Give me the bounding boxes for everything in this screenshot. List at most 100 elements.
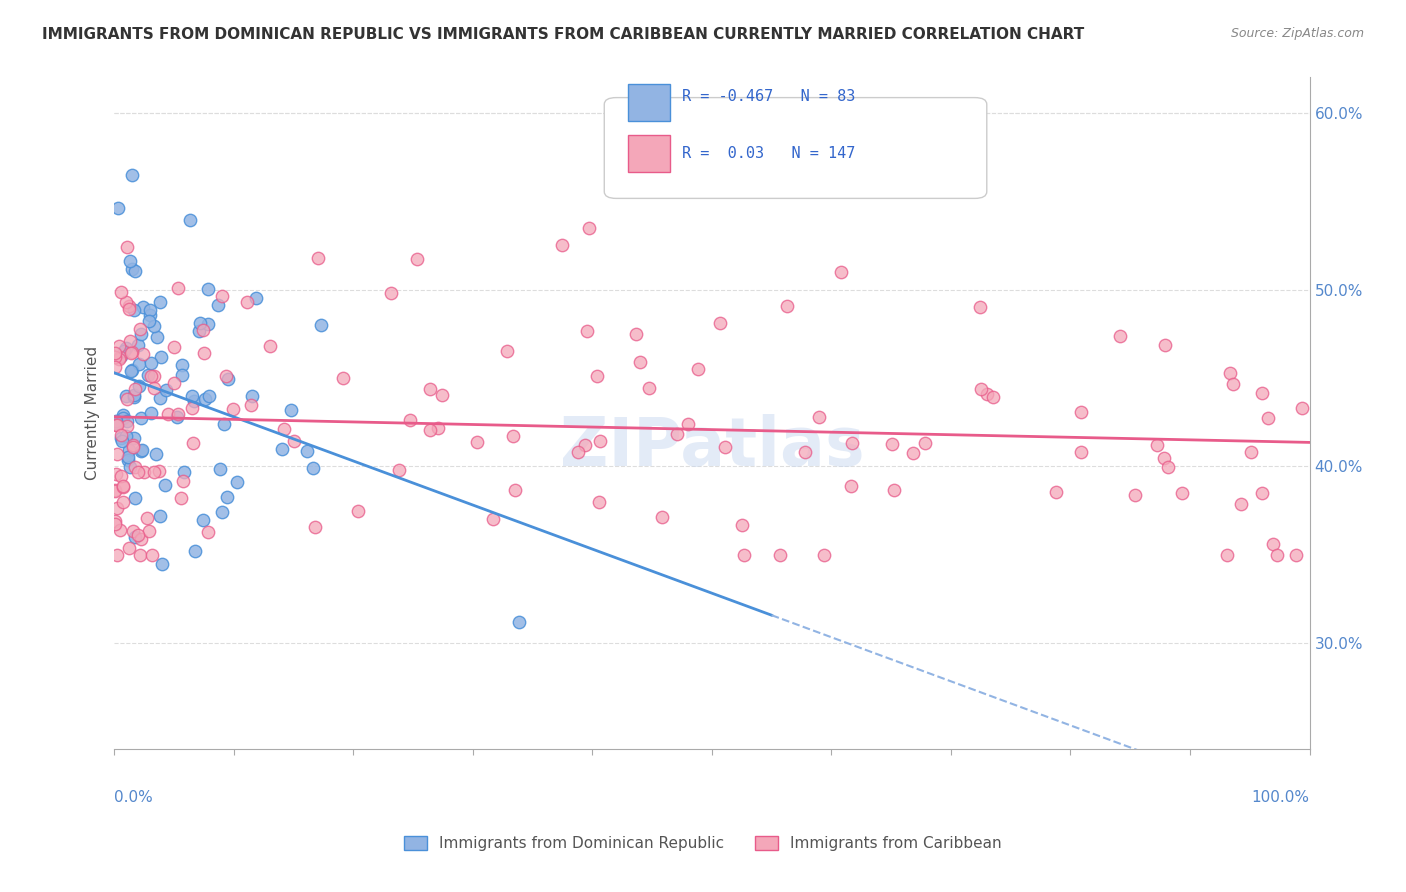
Point [115,389,138,403]
Point [172,475,194,489]
Point [172,359,194,373]
Text: 100.0%: 100.0% [1251,789,1309,805]
Point [1153,450,1175,465]
Point [129,326,152,341]
Point [1171,485,1194,500]
Point [104,483,127,498]
Point [235,294,257,309]
Point [166,410,188,425]
Point [240,389,263,403]
Point [132,347,155,361]
Point [115,414,138,428]
Point [121,344,143,359]
Point [1222,376,1244,391]
Point [124,460,146,475]
Point [194,392,217,407]
Point [197,389,219,403]
Point [121,262,143,277]
Point [399,413,422,427]
Text: R = -0.467   N = 83: R = -0.467 N = 83 [682,89,855,103]
Point [128,378,150,392]
Point [163,340,186,354]
Point [139,303,162,318]
Point [120,364,142,378]
FancyBboxPatch shape [605,97,987,198]
Point [1285,548,1308,562]
Point [713,440,735,454]
Point [295,444,318,458]
Point [134,466,156,480]
Point [145,447,167,461]
Point [589,434,612,448]
Point [187,324,209,338]
Point [419,382,441,396]
Point [167,281,190,295]
Point [208,462,231,476]
Point [1250,486,1272,500]
Point [110,431,132,445]
Point [270,442,292,456]
Point [465,435,488,450]
Point [122,438,145,452]
Point [215,368,238,383]
Point [197,524,219,539]
Point [104,467,127,481]
Point [127,338,149,352]
Point [131,443,153,458]
Point [883,483,905,497]
Point [127,528,149,542]
Point [124,530,146,544]
Point [104,517,127,532]
Point [347,504,370,518]
Point [136,368,159,383]
Point [211,289,233,303]
Point [110,468,132,483]
Point [311,318,333,333]
Point [104,414,127,428]
Point [226,475,249,489]
Point [120,346,142,360]
Point [841,436,863,450]
Point [110,428,132,442]
Text: Source: ZipAtlas.com: Source: ZipAtlas.com [1230,27,1364,40]
Point [624,327,647,342]
Point [191,323,214,337]
Point [432,388,454,402]
Point [108,339,131,353]
Point [733,548,755,562]
Point [138,524,160,538]
Point [181,436,204,450]
Point [120,253,142,268]
Point [111,434,134,448]
Point [112,480,135,494]
Point [332,371,354,385]
Point [678,417,700,431]
Point [212,417,235,432]
Point [143,381,166,395]
Point [117,240,139,254]
Point [105,417,128,432]
Point [211,506,233,520]
Point [121,168,143,182]
Point [155,383,177,397]
Point [110,285,132,299]
Point [141,369,163,384]
Point [567,445,589,459]
Point [157,407,180,421]
Point [170,491,193,505]
Point [115,342,138,356]
Point [112,411,135,425]
Point [131,410,153,425]
Point [217,372,239,386]
Point [575,324,598,338]
Point [122,524,145,538]
Point [813,548,835,562]
Text: 0.0%: 0.0% [114,789,153,805]
Point [970,382,993,396]
Point [139,356,162,370]
Point [638,381,661,395]
Point [108,352,131,367]
Point [118,299,141,313]
Point [419,423,441,437]
Point [259,339,281,353]
